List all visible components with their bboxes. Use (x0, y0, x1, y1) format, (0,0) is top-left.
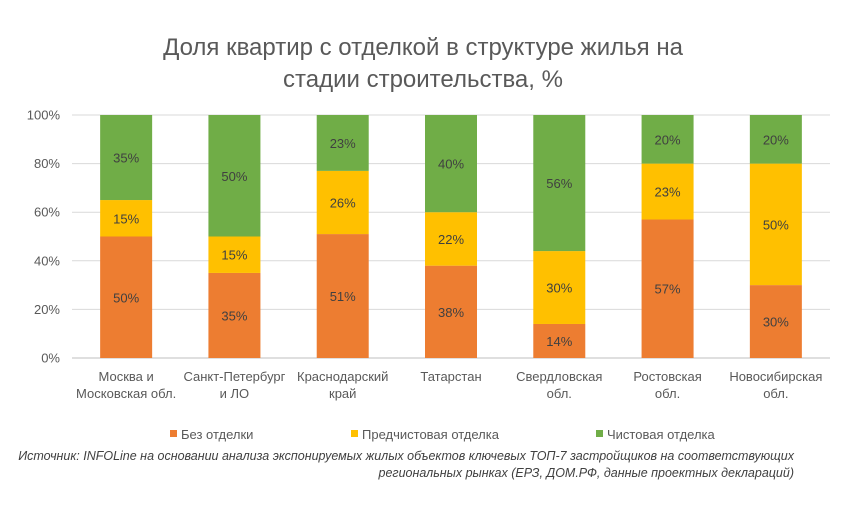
x-tick-label: Свердловская (516, 369, 602, 384)
bar-segment (749, 163, 802, 286)
data-label: 23% (655, 185, 681, 200)
data-label: 40% (438, 157, 464, 172)
bar-segment (749, 285, 802, 358)
bar-segment (316, 170, 369, 235)
x-tick-label: обл. (547, 386, 572, 401)
legend-swatch (351, 430, 358, 437)
data-label: 15% (221, 248, 247, 263)
data-label: 50% (763, 217, 789, 232)
legend-label: Чистовая отделка (607, 427, 716, 442)
bar-segment (533, 115, 586, 252)
source-note-line-2: региональных рынках (ЕРЗ, ДОМ.РФ, данные… (378, 466, 794, 480)
chart-title-line-2: стадии строительства, % (283, 66, 563, 93)
data-label: 30% (763, 315, 789, 330)
data-label: 35% (113, 151, 139, 166)
y-tick-label: 100% (27, 108, 61, 123)
data-label: 14% (546, 334, 572, 349)
x-tick-label: Санкт-Петербург (183, 369, 285, 384)
bar-segment (100, 115, 153, 201)
bar-segment (425, 265, 477, 358)
data-label: 38% (438, 305, 464, 320)
legend-label: Предчистовая отделка (362, 427, 500, 442)
y-tick-label: 80% (34, 156, 60, 171)
x-tick-label: и ЛО (220, 386, 250, 401)
data-label: 22% (438, 232, 464, 247)
data-label: 20% (655, 132, 681, 147)
x-tick-label: Татарстан (420, 369, 481, 384)
data-label: 50% (221, 169, 247, 184)
source-note-line-1: Источник: INFOLine на основании анализа … (18, 449, 794, 463)
bar-segment (316, 115, 369, 171)
x-tick-label: Краснодарский (297, 369, 388, 384)
data-label: 56% (546, 176, 572, 191)
bar-segment (425, 115, 477, 213)
x-tick-label: Московская обл. (76, 386, 176, 401)
bar-segment (100, 236, 153, 358)
x-tick-label: Москва и (99, 369, 154, 384)
data-label: 57% (655, 282, 681, 297)
data-label: 30% (546, 281, 572, 296)
bar-segment (533, 251, 586, 324)
bar-segment (641, 115, 694, 164)
data-label: 15% (113, 211, 139, 226)
bar-segment (208, 272, 261, 358)
x-tick-label: обл. (655, 386, 680, 401)
x-tick-label: Новосибирская (729, 369, 822, 384)
legend-swatch (596, 430, 603, 437)
bar-segment (641, 219, 694, 358)
y-tick-label: 60% (34, 205, 60, 220)
bar-segment (641, 163, 694, 220)
x-tick-label: обл. (763, 386, 788, 401)
bar-segment (316, 234, 369, 358)
bar-segment (208, 236, 261, 273)
data-label: 20% (763, 132, 789, 147)
legend-swatch (170, 430, 177, 437)
bar-segment (533, 323, 586, 358)
data-label: 51% (330, 289, 356, 304)
x-tick-label: Ростовская (633, 369, 701, 384)
bar-segment (100, 200, 153, 237)
bar-segment (208, 115, 261, 237)
bar-segment (425, 212, 477, 266)
chart-title: Доля квартир с отделкой в структуре жиль… (0, 32, 846, 96)
chart-title-line-1: Доля квартир с отделкой в структуре жиль… (163, 34, 683, 61)
source-note: Источник: INFOLine на основании анализа … (14, 448, 794, 482)
y-tick-label: 20% (34, 302, 60, 317)
bar-segment (749, 115, 802, 164)
data-label: 26% (330, 195, 356, 210)
y-tick-label: 40% (34, 253, 60, 268)
data-label: 23% (330, 136, 356, 151)
data-label: 35% (221, 308, 247, 323)
x-tick-label: край (329, 386, 356, 401)
y-tick-label: 0% (41, 351, 60, 366)
data-label: 50% (113, 290, 139, 305)
legend-label: Без отделки (181, 427, 253, 442)
